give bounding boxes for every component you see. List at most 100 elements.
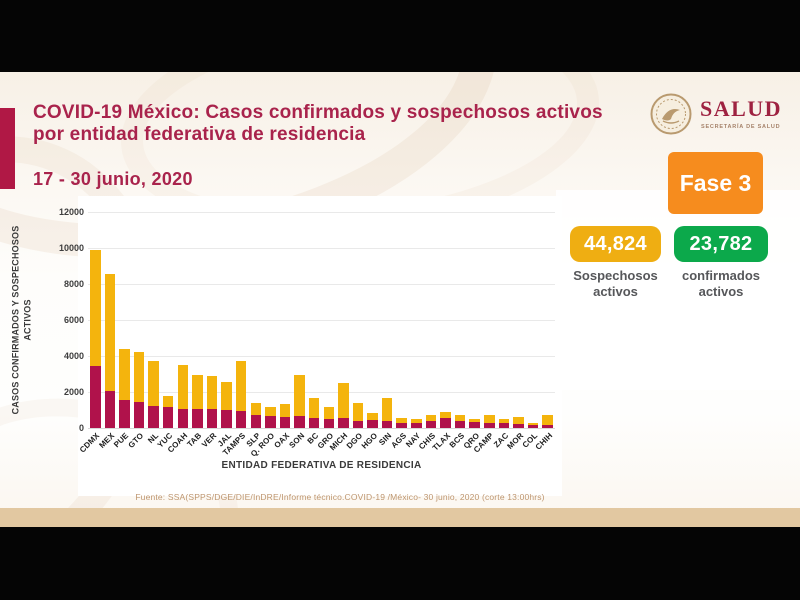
bar-TAMPS xyxy=(235,361,247,428)
bar-QROO xyxy=(265,406,276,428)
bar-segment-sospechosos xyxy=(206,375,218,410)
salud-seal-icon xyxy=(650,93,692,135)
y-tick-8000: 8000 xyxy=(63,278,84,289)
salud-subtitle: SECRETARÍA DE SALUD xyxy=(701,124,781,130)
bar-segment-confirmados xyxy=(396,422,407,428)
bar-TLAX xyxy=(440,411,451,428)
chart-background-panel xyxy=(78,196,562,496)
bar-segment-sospechosos xyxy=(221,382,232,411)
bar-HGO xyxy=(367,413,378,428)
bar-PUE xyxy=(119,348,130,428)
bar-YUC xyxy=(162,395,174,428)
bar-segment-confirmados xyxy=(469,422,480,428)
page-title-line1: COVID-19 México: Casos confirmados y sos… xyxy=(33,102,603,123)
bar-segment-confirmados xyxy=(192,409,203,428)
chart-plot xyxy=(88,212,555,429)
bar-segment-sospechosos xyxy=(235,361,247,411)
gridline-4000 xyxy=(88,356,555,357)
stat-badge-confirmados: 23,782 xyxy=(674,226,768,262)
bar-SON xyxy=(294,374,305,428)
bar-AGS xyxy=(396,418,407,428)
bar-CHIH xyxy=(542,414,553,428)
bar-segment-confirmados xyxy=(133,402,145,428)
gridline-6000 xyxy=(88,320,555,321)
bar-MOR xyxy=(513,416,524,428)
bar-segment-confirmados xyxy=(148,405,159,428)
bar-DGO xyxy=(352,403,364,428)
bar-GTO xyxy=(133,351,145,428)
bar-segment-sospechosos xyxy=(192,374,203,410)
bar-MICH xyxy=(338,383,349,428)
bar-segment-confirmados xyxy=(352,420,364,428)
bar-segment-confirmados xyxy=(294,416,305,428)
bar-segment-confirmados xyxy=(527,424,539,428)
bar-segment-confirmados xyxy=(425,420,437,428)
bar-segment-sospechosos xyxy=(498,419,510,423)
bar-segment-sospechosos xyxy=(381,398,393,421)
bar-segment-sospechosos xyxy=(177,365,189,409)
bottom-letterbox xyxy=(0,527,800,600)
y-tick-4000: 4000 xyxy=(63,350,84,361)
bar-segment-sospechosos xyxy=(133,351,145,403)
gridline-2000 xyxy=(88,392,555,393)
bar-CHIS xyxy=(425,415,437,428)
bar-segment-confirmados xyxy=(498,422,510,428)
bar-segment-confirmados xyxy=(323,418,334,428)
bar-segment-confirmados xyxy=(250,415,262,428)
bar-CAMP xyxy=(484,414,495,428)
salud-logo: SALUD SECRETARÍA DE SALUD xyxy=(650,93,785,139)
bar-segment-sospechosos xyxy=(294,374,305,417)
bar-segment-confirmados xyxy=(454,420,466,428)
bar-segment-confirmados xyxy=(440,418,451,428)
bar-segment-sospechosos xyxy=(323,407,334,419)
date-range: 17 - 30 junio, 2020 xyxy=(33,169,193,189)
source-note: Fuente: SSA(SPPS/DGE/DIE/InDRE/Informe t… xyxy=(135,492,545,502)
bar-SIN xyxy=(381,398,393,428)
bar-GRO xyxy=(323,407,334,428)
bar-segment-confirmados xyxy=(104,390,116,428)
y-tick-12000: 12000 xyxy=(58,206,84,217)
bar-segment-sospechosos xyxy=(396,418,407,423)
bar-segment-sospechosos xyxy=(250,403,262,416)
bar-VER xyxy=(206,375,218,428)
page-title: COVID-19 México: Casos confirmados y sos… xyxy=(33,102,633,147)
bar-segment-sospechosos xyxy=(338,383,349,419)
bar-segment-confirmados xyxy=(513,423,524,428)
bar-ZAC xyxy=(498,419,510,428)
bar-segment-confirmados xyxy=(411,422,422,428)
bar-segment-sospechosos xyxy=(90,249,101,366)
bar-segment-confirmados xyxy=(381,420,393,428)
tan-footer-strip xyxy=(0,508,800,527)
bar-segment-sospechosos xyxy=(119,348,130,400)
bar-segment-sospechosos xyxy=(367,413,378,421)
red-accent-bar xyxy=(0,108,15,189)
bar-segment-confirmados xyxy=(338,418,349,428)
bar-BC xyxy=(308,398,320,428)
gridline-10000 xyxy=(88,248,555,249)
bar-segment-sospechosos xyxy=(308,398,320,419)
stat-label-confirmados: confirmados activos xyxy=(664,268,778,299)
bar-SLP xyxy=(250,403,262,428)
gridline-12000 xyxy=(88,212,555,213)
top-letterbox xyxy=(0,0,800,72)
y-tick-2000: 2000 xyxy=(63,386,84,397)
bar-segment-sospechosos xyxy=(513,416,524,424)
bar-segment-sospechosos xyxy=(484,414,495,423)
stat-label-sospechosos-line1: Sospechosos xyxy=(573,268,658,283)
bar-segment-confirmados xyxy=(119,399,130,428)
slide: COVID-19 México: Casos confirmados y sos… xyxy=(0,72,800,527)
y-tick-6000: 6000 xyxy=(63,314,84,325)
stat-label-confirmados-line1: confirmados xyxy=(681,268,760,283)
y-tick-0: 0 xyxy=(78,422,84,433)
bar-segment-sospechosos xyxy=(454,415,466,421)
x-axis-title: ENTIDAD FEDERATIVA DE RESIDENCIA xyxy=(221,460,422,471)
stat-label-confirmados-line2: activos xyxy=(698,283,744,299)
bar-QRO xyxy=(469,419,480,428)
bar-segment-sospechosos xyxy=(527,422,539,425)
bar-segment-sospechosos xyxy=(469,419,480,423)
bar-segment-confirmados xyxy=(206,409,218,428)
stat-label-sospechosos-line2: activos xyxy=(593,283,638,299)
bar-NAY xyxy=(411,419,422,428)
salud-wordmark: SALUD xyxy=(700,96,783,121)
